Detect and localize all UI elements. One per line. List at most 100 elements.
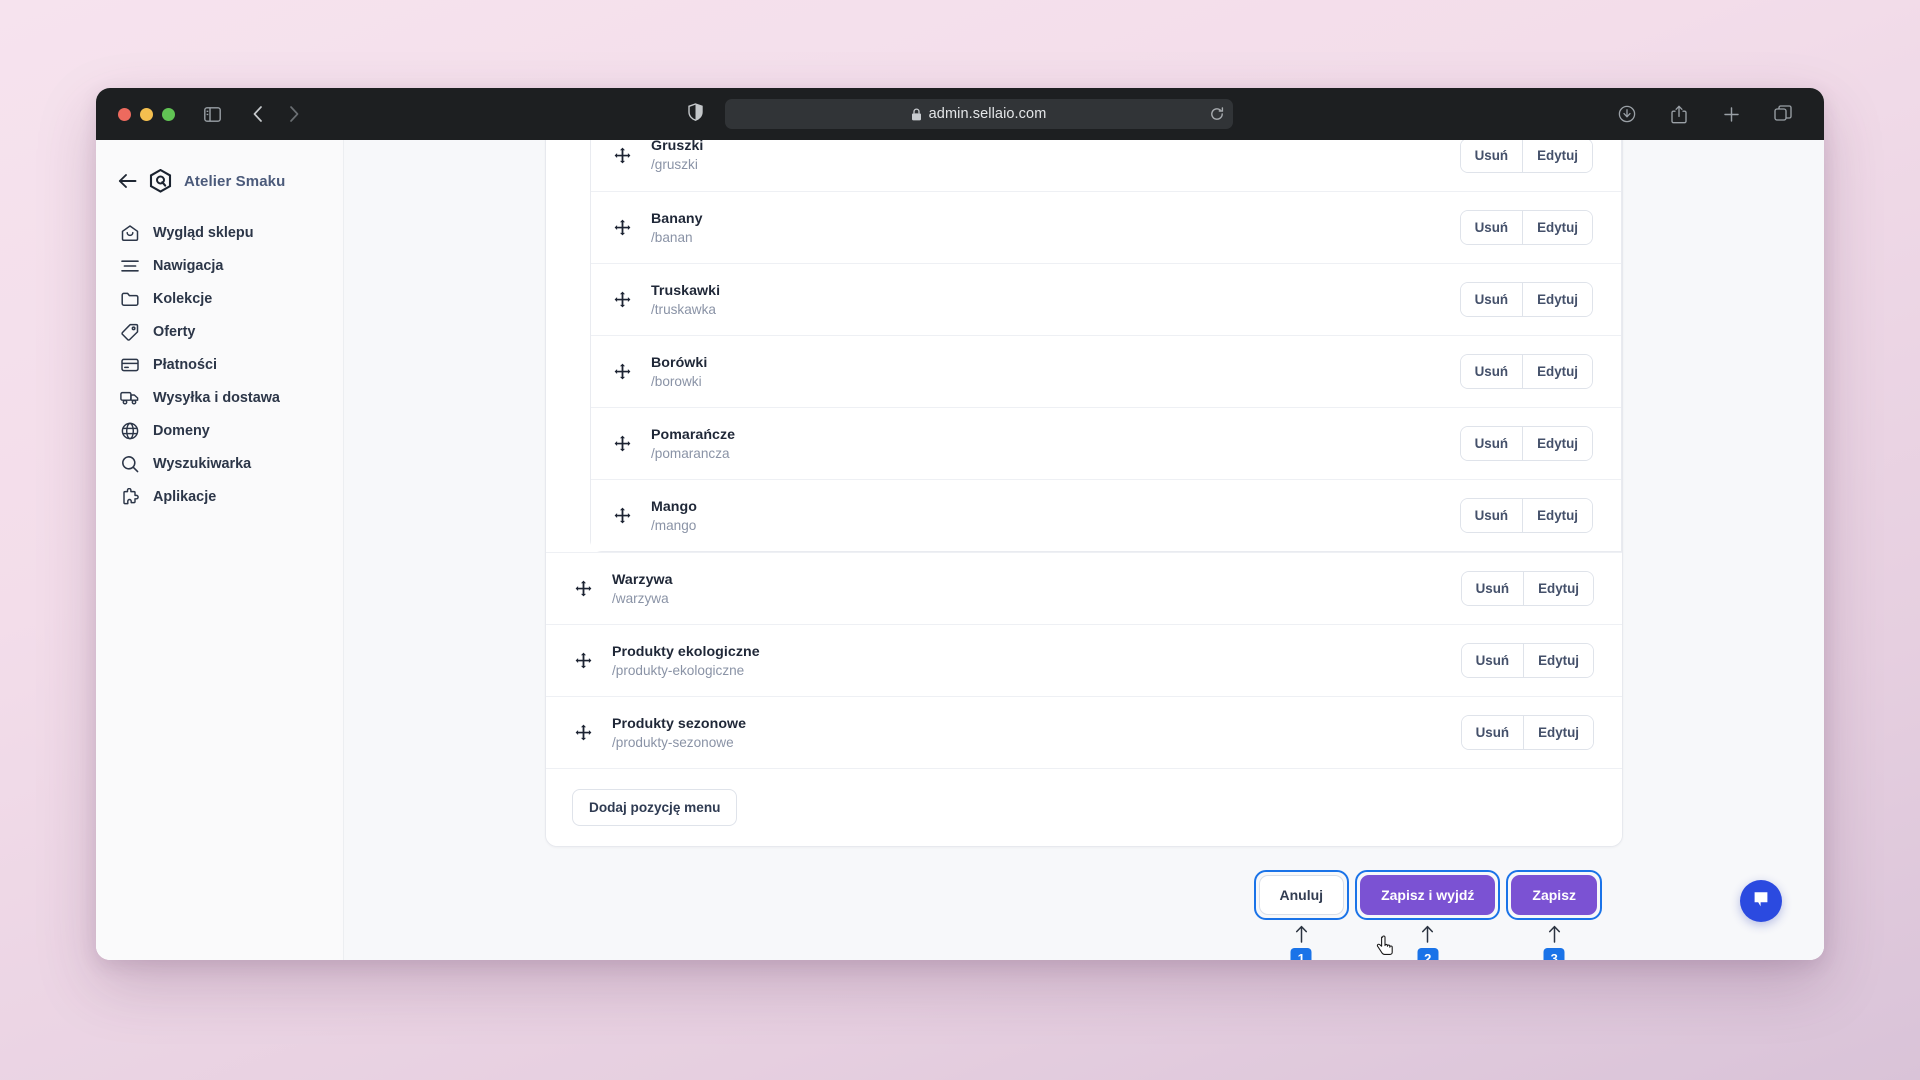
edit-button[interactable]: Edytuj: [1522, 499, 1592, 532]
delete-button[interactable]: Usuń: [1460, 140, 1523, 172]
menu-item-slug: /gruszki: [651, 157, 698, 172]
delete-button[interactable]: Usuń: [1461, 644, 1524, 677]
sidebar-toggle-icon[interactable]: [197, 99, 227, 129]
sidebar-item-platnosci[interactable]: Płatności: [96, 348, 343, 381]
table-row[interactable]: Pomarańcze /pomarancza Usuń Edytuj: [591, 407, 1621, 479]
table-row[interactable]: Produkty sezonowe /produkty-sezonowe Usu…: [546, 696, 1622, 768]
menu-item-title: Truskawki: [651, 282, 721, 299]
delete-button[interactable]: Usuń: [1461, 716, 1524, 749]
drag-handle-icon[interactable]: [611, 144, 633, 166]
drag-handle-icon[interactable]: [611, 217, 633, 239]
menu-item-title: Warzywa: [612, 571, 673, 588]
table-row[interactable]: Produkty ekologiczne /produkty-ekologicz…: [546, 624, 1622, 696]
tag-icon: [120, 322, 139, 341]
up-arrow-icon: [1294, 925, 1308, 943]
drag-handle-icon[interactable]: [611, 361, 633, 383]
chat-bubble-icon: [1751, 889, 1771, 914]
sidebar-item-wysylka-i-dostawa[interactable]: Wysyłka i dostawa: [96, 381, 343, 414]
sidebar-item-nawigacja[interactable]: Nawigacja: [96, 249, 343, 282]
annotation-marker-3: 3: [1543, 925, 1565, 960]
main-content: Gruszki /gruszki Usuń Edytuj: [344, 140, 1824, 960]
drag-handle-icon[interactable]: [572, 578, 594, 600]
up-arrow-icon: [1421, 925, 1435, 943]
back-arrow-icon[interactable]: [118, 173, 137, 189]
menu-item-title: Gruszki: [651, 140, 704, 154]
edit-button[interactable]: Edytuj: [1523, 716, 1593, 749]
sidebar-item-domeny[interactable]: Domeny: [96, 414, 343, 447]
cancel-button[interactable]: Anuluj: [1258, 875, 1345, 915]
sidebar: Atelier Smaku Wygląd sklepu: [96, 140, 344, 960]
shield-icon[interactable]: [687, 102, 703, 126]
menu-item-slug: /banan: [651, 229, 693, 245]
menu-item-slug: /pomarancza: [651, 445, 730, 461]
sidebar-item-oferty[interactable]: Oferty: [96, 315, 343, 348]
zoom-window-button[interactable]: [162, 107, 175, 121]
delete-button[interactable]: Usuń: [1460, 499, 1523, 532]
table-row[interactable]: Truskawki /truskawka Usuń Edytuj: [591, 263, 1621, 335]
save-button[interactable]: Zapisz: [1511, 875, 1597, 915]
chat-widget-button[interactable]: [1740, 880, 1782, 922]
globe-icon: [120, 421, 139, 440]
sidebar-item-kolekcje[interactable]: Kolekcje: [96, 282, 343, 315]
row-actions: Usuń Edytuj: [1460, 715, 1594, 750]
edit-button[interactable]: Edytuj: [1523, 572, 1593, 605]
edit-button[interactable]: Edytuj: [1522, 283, 1592, 316]
edit-button[interactable]: Edytuj: [1523, 644, 1593, 677]
row-actions: Usuń Edytuj: [1459, 140, 1593, 173]
delete-button[interactable]: Usuń: [1460, 283, 1523, 316]
brand-logo-icon: [149, 169, 172, 193]
share-icon[interactable]: [1664, 99, 1694, 129]
delete-button[interactable]: Usuń: [1460, 211, 1523, 244]
edit-button[interactable]: Edytuj: [1522, 355, 1592, 388]
download-icon[interactable]: [1612, 99, 1642, 129]
address-bar[interactable]: admin.sellaio.com: [724, 99, 1233, 129]
reload-icon[interactable]: [1210, 107, 1224, 121]
row-actions: Usuń Edytuj: [1460, 643, 1594, 678]
back-arrow-icon[interactable]: [243, 99, 273, 129]
row-actions: Usuń Edytuj: [1459, 354, 1593, 389]
nested-menu-group: Gruszki /gruszki Usuń Edytuj: [590, 140, 1622, 552]
minimize-window-button[interactable]: [140, 107, 153, 121]
delete-button[interactable]: Usuń: [1460, 427, 1523, 460]
tab-overview-icon[interactable]: [1768, 99, 1798, 129]
add-menu-item-row: Dodaj pozycję menu: [546, 768, 1622, 846]
table-row[interactable]: Banany /banan Usuń Edytuj: [591, 191, 1621, 263]
sidebar-item-wyglad-sklepu[interactable]: Wygląd sklepu: [96, 216, 343, 249]
menu-item-title: Pomarańcze: [651, 426, 736, 443]
drag-handle-icon[interactable]: [572, 722, 594, 744]
sidebar-item-aplikacje[interactable]: Aplikacje: [96, 480, 343, 513]
row-actions: Usuń Edytuj: [1459, 426, 1593, 461]
plus-icon[interactable]: [1716, 99, 1746, 129]
sidebar-item-wyszukiwarka[interactable]: Wyszukiwarka: [96, 447, 343, 480]
menu-item-slug: /truskawka: [651, 301, 716, 317]
drag-handle-icon[interactable]: [611, 289, 633, 311]
table-row[interactable]: Warzywa /warzywa Usuń Edytuj: [546, 552, 1622, 624]
sidebar-item-label: Nawigacja: [153, 257, 224, 274]
drag-handle-icon[interactable]: [611, 433, 633, 455]
delete-button[interactable]: Usuń: [1460, 355, 1523, 388]
menu-item-slug: /mango: [651, 517, 697, 533]
sidebar-item-label: Wyszukiwarka: [153, 455, 252, 472]
delete-button[interactable]: Usuń: [1461, 572, 1524, 605]
browser-window: admin.sellaio.com: [96, 88, 1824, 960]
drag-handle-icon[interactable]: [572, 650, 594, 672]
save-and-exit-button[interactable]: Zapisz i wyjdź: [1360, 875, 1496, 915]
sidebar-brand[interactable]: Atelier Smaku: [96, 158, 343, 198]
edit-button[interactable]: Edytuj: [1522, 211, 1592, 244]
row-actions: Usuń Edytuj: [1460, 571, 1594, 606]
credit-card-icon: [120, 355, 139, 374]
table-row[interactable]: Borówki /borowki Usuń Edytuj: [591, 335, 1621, 407]
drag-handle-icon[interactable]: [611, 505, 633, 527]
table-row[interactable]: Mango /mango Usuń Edytuj: [591, 479, 1621, 551]
app-page: Atelier Smaku Wygląd sklepu: [96, 140, 1824, 960]
edit-button[interactable]: Edytuj: [1522, 427, 1592, 460]
truck-icon: [120, 388, 139, 407]
sidebar-item-label: Wygląd sklepu: [153, 224, 254, 241]
table-row[interactable]: Gruszki /gruszki Usuń Edytuj: [591, 140, 1621, 191]
add-menu-item-button[interactable]: Dodaj pozycję menu: [572, 789, 738, 826]
folder-icon: [120, 289, 139, 308]
edit-button[interactable]: Edytuj: [1522, 140, 1592, 172]
puzzle-icon: [120, 487, 139, 506]
forward-arrow-icon[interactable]: [279, 99, 309, 129]
close-window-button[interactable]: [118, 107, 131, 121]
